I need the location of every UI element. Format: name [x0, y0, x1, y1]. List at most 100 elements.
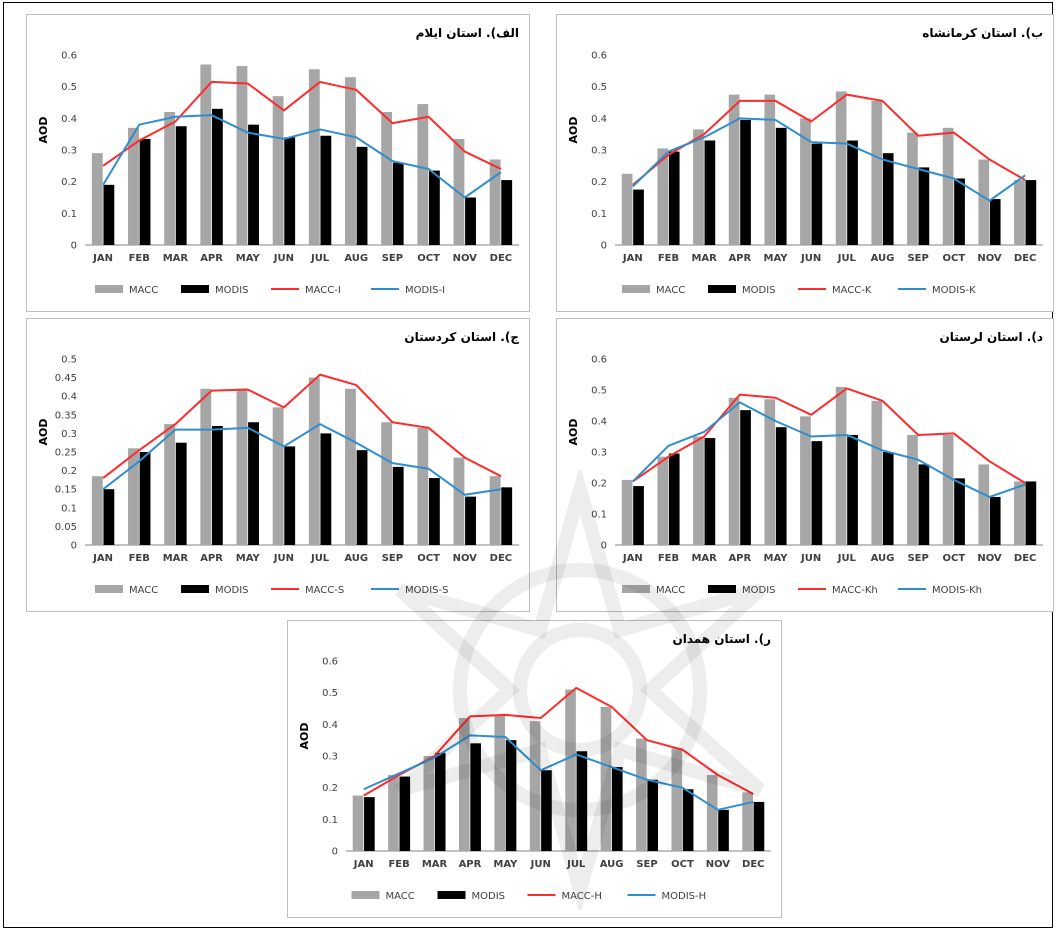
y-tick-label: 0.4 [61, 392, 77, 403]
legend-label: MACC [129, 585, 158, 596]
bar-macc-apr [458, 718, 470, 851]
x-tick-label: JAN [353, 859, 374, 870]
chart-svg-kurdistan: ج). استان کردستان AOD 0 0.05 0.1 0.15 0.2 0.25 0… [37, 330, 519, 596]
y-axis-label: AOD [567, 419, 580, 446]
x-tick-label: DEC [1014, 553, 1036, 564]
bar-macc-mar [423, 756, 435, 851]
legend-label: MACC-S [305, 585, 344, 596]
chart-svg-ilam: الف). استان ایلام AOD 0 0.1 0.2 0.3 0.4 0.5 0.6 J… [37, 26, 519, 296]
chart-title: ج). استان کردستان [404, 330, 519, 344]
bar-macc-mar [693, 436, 704, 545]
bar-macc-jun [272, 96, 284, 246]
bar-modis-aug [882, 452, 894, 545]
line-macc-kh [632, 387, 1026, 484]
bar-modis-jan [103, 184, 115, 245]
legend-label: MACC-H [562, 891, 602, 902]
bar-modis-feb [399, 776, 411, 851]
line-modis-k [632, 117, 1026, 202]
legend-label: MODIS [215, 285, 249, 296]
bar-modis-mar [175, 442, 187, 545]
y-tick-label: 0.2 [591, 479, 607, 490]
chart-svg-kermanshah: ب). استان کرمانشاه AOD 0 0.1 0.2 0.3 0.4 0.5 0.6… [567, 26, 1043, 296]
bar-macc-jun [800, 118, 811, 245]
legend-label: MACC [656, 585, 685, 596]
x-tick-label: JUN [530, 859, 551, 870]
x-tick-label: AUG [600, 859, 624, 870]
legend-label: MODIS-I [405, 285, 445, 296]
x-tick-label: MAR [422, 859, 448, 870]
y-tick-label: 0.35 [55, 410, 77, 421]
bar-macc-aug [871, 100, 883, 246]
bar-macc-jul [835, 91, 847, 246]
y-tick-label: 0 [71, 241, 77, 252]
x-tick-label: JUN [273, 253, 294, 264]
x-tick-label: MAR [691, 553, 717, 564]
x-tick-label: AUG [344, 253, 368, 264]
bar-macc-mar [693, 129, 704, 245]
x-tick-label: JAN [92, 553, 113, 564]
x-tick-label: OCT [942, 253, 965, 264]
legend-label: MACC [386, 891, 415, 902]
bar-macc-sep [381, 422, 393, 545]
chart-title: ب). استان کرمانشاه [922, 26, 1043, 40]
bar-macc-aug [600, 706, 612, 851]
bar-macc-sep [907, 132, 918, 245]
bar-modis-jan [364, 797, 375, 851]
legend-label: MACC-K [832, 285, 872, 296]
bar-macc-may [236, 388, 248, 545]
bar-modis-nov [989, 199, 1001, 245]
x-tick-label: AUG [344, 553, 368, 564]
x-tick-label: JUN [273, 553, 294, 564]
y-tick-label: 0.05 [55, 522, 77, 533]
bar-modis-jul [847, 434, 858, 545]
bar-modis-jun [284, 137, 296, 245]
bar-modis-sep [647, 779, 659, 851]
bar-modis-feb [139, 138, 151, 245]
bar-modis-aug [356, 146, 368, 245]
bar-macc-jun [529, 721, 541, 851]
y-tick-label: 0.4 [61, 114, 77, 125]
bar-modis-may [505, 740, 517, 851]
x-tick-label: SEP [907, 253, 928, 264]
bar-macc-aug [345, 388, 356, 545]
x-tick-label: MAR [163, 553, 189, 564]
x-tick-label: OCT [417, 253, 440, 264]
y-axis-label: AOD [567, 117, 580, 144]
bar-modis-sep [392, 162, 404, 245]
x-tick-label: NOV [453, 253, 478, 264]
bar-modis-aug [356, 450, 368, 545]
bar-modis-jan [633, 486, 644, 545]
bar-modis-apr [470, 743, 481, 851]
x-tick-label: MAY [236, 553, 261, 564]
bar-macc-jan [352, 795, 364, 851]
y-tick-label: 0.1 [591, 209, 607, 220]
legend-label: MODIS-Kh [932, 585, 982, 596]
bar-macc-apr [200, 388, 212, 545]
y-tick-label: 0.3 [591, 448, 607, 459]
x-tick-label: APR [728, 553, 751, 564]
bar-macc-sep [907, 434, 918, 545]
y-tick-label: 0.2 [61, 466, 77, 477]
y-tick-label: 0.3 [61, 146, 77, 157]
x-tick-label: MAY [764, 253, 789, 264]
legend-swatch-macc [95, 285, 123, 293]
x-tick-label: SEP [907, 553, 928, 564]
bar-modis-jan [633, 189, 644, 245]
y-tick-label: 0.6 [591, 355, 607, 366]
bar-macc-nov [978, 159, 990, 245]
x-tick-label: DEC [1014, 253, 1036, 264]
line-modis-s [102, 423, 502, 496]
x-tick-label: JAN [92, 253, 113, 264]
y-tick-label: 0.3 [591, 146, 607, 157]
x-tick-label: DEC [490, 553, 512, 564]
x-tick-label: SEP [382, 253, 403, 264]
y-tick-label: 0.5 [61, 82, 77, 93]
bar-macc-dec [742, 792, 753, 851]
x-tick-label: JUN [800, 553, 821, 564]
y-tick-label: 0.4 [591, 114, 607, 125]
bar-macc-sep [636, 738, 647, 851]
bar-modis-oct [428, 170, 440, 245]
legend-label: MODIS-H [662, 891, 707, 902]
bar-macc-nov [706, 775, 718, 851]
x-tick-label: FEB [129, 253, 150, 264]
